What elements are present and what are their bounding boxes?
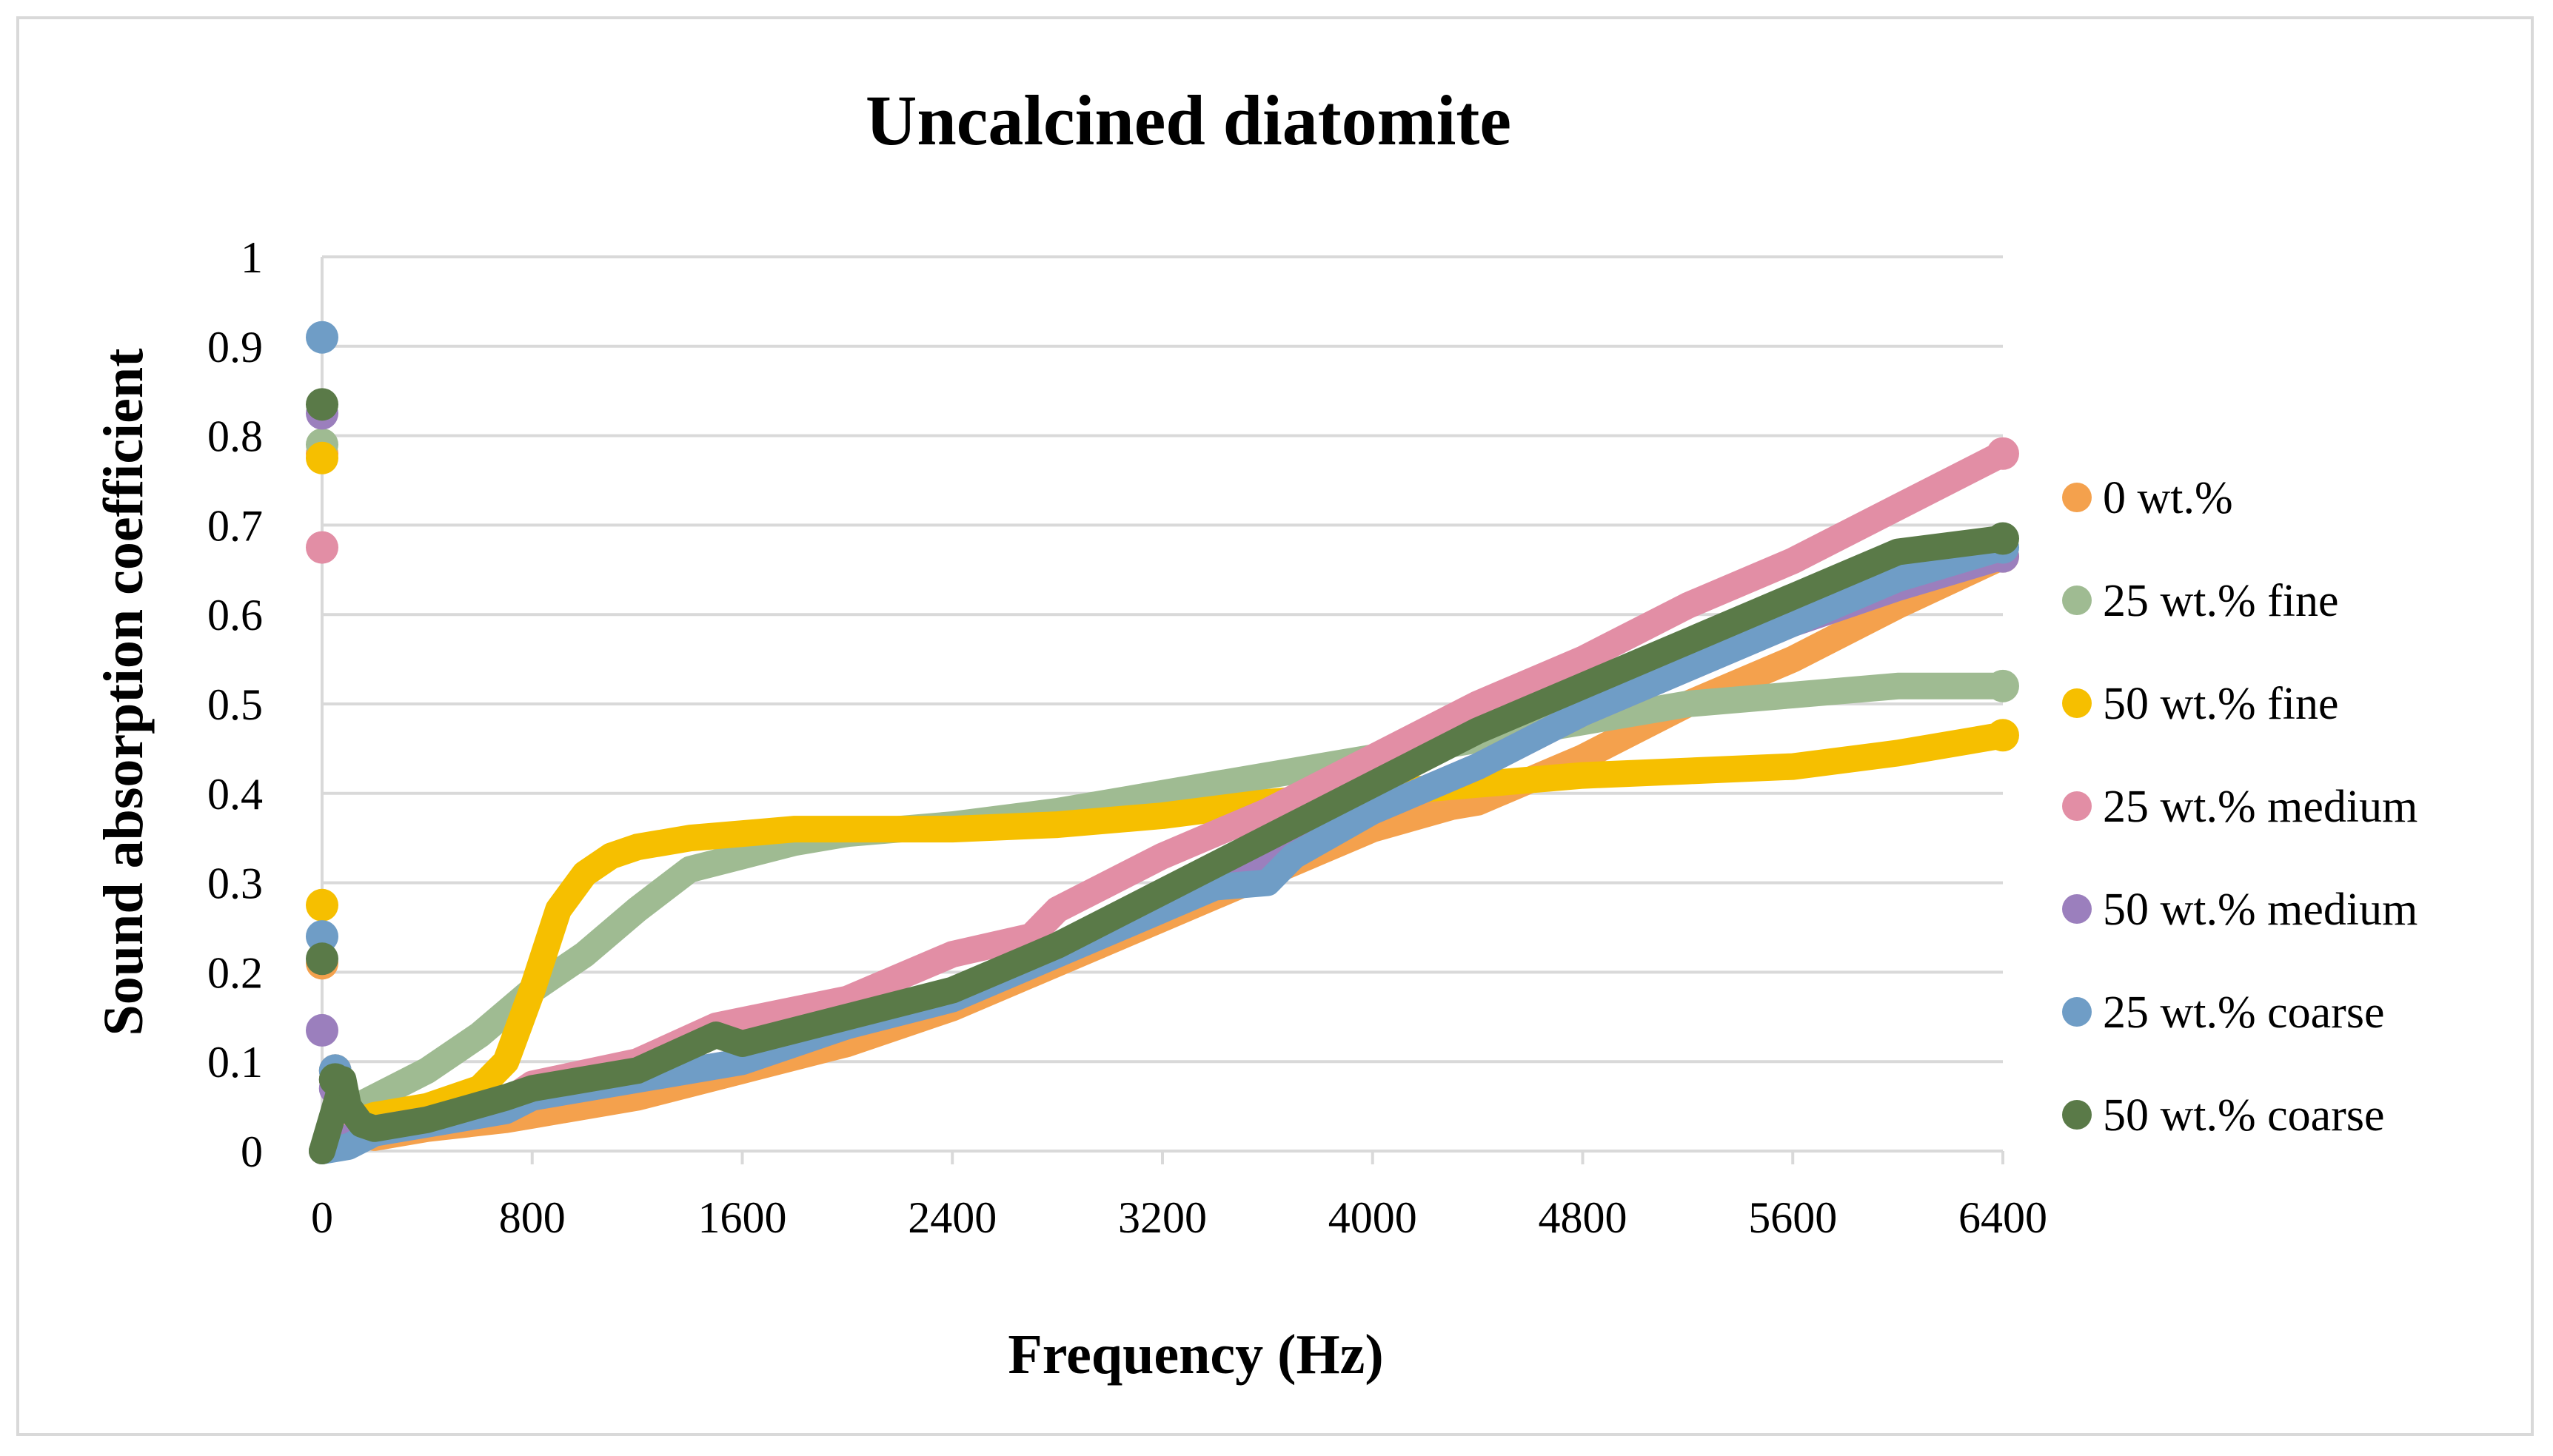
legend-marker xyxy=(2062,1100,2092,1130)
legend-item: 25 wt.% fine xyxy=(2062,576,2339,626)
y-tick-label: 0.2 xyxy=(207,948,263,997)
data-point xyxy=(306,441,338,474)
data-point xyxy=(306,920,338,953)
x-tick-label: 3200 xyxy=(1118,1193,1207,1242)
y-tick-label: 0.9 xyxy=(207,323,263,372)
legend-label: 50 wt.% coarse xyxy=(2103,1090,2384,1141)
series-25-wt-coarse xyxy=(306,321,2019,1164)
legend: 0 wt.% 25 wt.% fine 50 wt.% fine 25 wt.% me… xyxy=(2062,473,2418,1141)
y-tick-label: 0.6 xyxy=(207,591,263,640)
series-curve xyxy=(309,722,2016,1164)
legend-label: 0 wt.% xyxy=(2103,473,2233,523)
legend-marker xyxy=(2062,586,2092,615)
x-axis-title: Frequency (Hz) xyxy=(1008,1324,1383,1386)
data-point xyxy=(1987,719,2019,752)
x-tick-label: 800 xyxy=(499,1193,566,1242)
y-axis-title: Sound absorption coefficient xyxy=(93,349,155,1036)
data-point xyxy=(306,1013,338,1047)
data-point xyxy=(306,321,338,354)
legend-item: 25 wt.% coarse xyxy=(2062,987,2384,1038)
y-axis-ticks: 0 0.1 0.2 0.3 0.4 0.5 0.6 0.7 0.8 0.9 1 xyxy=(207,233,263,1176)
data-point xyxy=(1987,437,2019,470)
legend-marker xyxy=(2062,483,2092,512)
y-tick-label: 0.8 xyxy=(207,412,263,461)
chart-title: Uncalcined diatomite xyxy=(866,81,1511,160)
chart-frame xyxy=(16,16,2534,1436)
series-curve xyxy=(309,525,2016,1164)
legend-item: 25 wt.% medium xyxy=(2062,782,2418,832)
legend-label: 25 wt.% medium xyxy=(2103,782,2418,832)
y-tick-label: 0.7 xyxy=(207,501,263,550)
data-point xyxy=(306,531,338,564)
legend-item: 0 wt.% xyxy=(2062,473,2233,523)
x-tick-label: 2400 xyxy=(908,1193,997,1242)
y-tick-label: 1 xyxy=(241,233,263,282)
series-25-wt-fine xyxy=(306,428,2019,1164)
legend-item: 50 wt.% fine xyxy=(2062,679,2339,729)
legend-label: 50 wt.% medium xyxy=(2103,885,2418,935)
plot-area xyxy=(306,321,2019,1164)
y-tick-label: 0.4 xyxy=(207,770,263,819)
data-point xyxy=(306,888,338,922)
data-point xyxy=(306,942,338,976)
legend-label: 25 wt.% fine xyxy=(2103,576,2339,626)
x-tick-label: 4000 xyxy=(1328,1193,1417,1242)
data-point xyxy=(318,1063,352,1096)
x-tick-label: 0 xyxy=(311,1193,333,1242)
legend-marker xyxy=(2062,997,2092,1027)
legend-label: 50 wt.% fine xyxy=(2103,679,2339,729)
legend-marker xyxy=(2062,688,2092,718)
legend-marker xyxy=(2062,894,2092,924)
y-tick-label: 0 xyxy=(241,1127,263,1176)
data-point xyxy=(1987,522,2019,555)
data-point xyxy=(1987,669,2019,702)
series-50-wt-fine xyxy=(306,441,2019,1164)
x-tick-label: 6400 xyxy=(1958,1193,2047,1242)
x-tick-label: 5600 xyxy=(1748,1193,1837,1242)
legend-label: 25 wt.% coarse xyxy=(2103,987,2384,1038)
series-50-wt-coarse xyxy=(306,388,2019,1164)
x-tick-label: 1600 xyxy=(698,1193,787,1242)
y-tick-label: 0.5 xyxy=(207,680,263,729)
x-tick-label: 4800 xyxy=(1539,1193,1627,1242)
y-tick-label: 0.3 xyxy=(207,859,263,908)
legend-marker xyxy=(2062,791,2092,821)
data-point xyxy=(306,388,338,421)
x-axis-ticks: 0 800 1600 2400 3200 4000 4800 5600 6400 xyxy=(311,1193,2047,1242)
y-tick-label: 0.1 xyxy=(207,1038,263,1087)
legend-item: 50 wt.% coarse xyxy=(2062,1090,2384,1141)
legend-item: 50 wt.% medium xyxy=(2062,885,2418,935)
